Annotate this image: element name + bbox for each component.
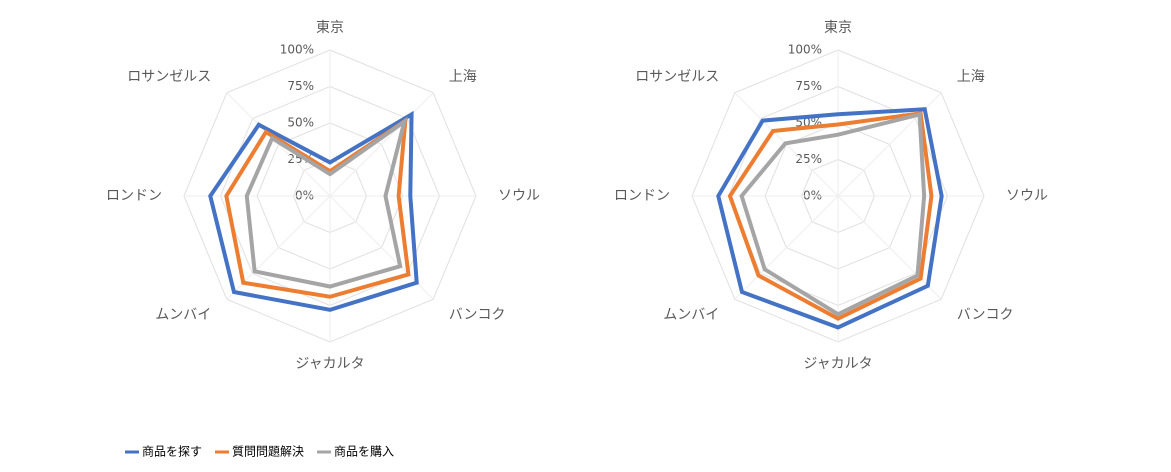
category-label: ロンドン xyxy=(614,188,670,204)
category-label: ムンバイ xyxy=(663,307,719,323)
spoke xyxy=(329,92,434,197)
series-line xyxy=(727,111,934,321)
tick-label: 50% xyxy=(287,116,314,130)
series-line xyxy=(739,111,927,317)
category-label: ソウル xyxy=(498,188,540,204)
category-label: ソウル xyxy=(1006,188,1048,204)
tick-label: 100% xyxy=(280,43,314,57)
category-label: ロンドン xyxy=(106,188,162,204)
tick-label: 100% xyxy=(788,43,822,57)
series-line xyxy=(224,116,411,299)
category-label: 東京 xyxy=(824,20,852,36)
category-label: バンコク xyxy=(449,307,506,323)
legend-label: 商品を探す xyxy=(142,444,202,459)
category-label: ムンバイ xyxy=(155,307,211,323)
tick-label: 25% xyxy=(795,152,822,166)
category-label: ジャカルタ xyxy=(295,356,364,372)
series-line xyxy=(244,116,408,289)
category-label: 上海 xyxy=(449,69,477,85)
radar-chart: 0%25%50%75%100%東京上海ソウルバンコクジャカルタムンバイロンドンロ… xyxy=(106,20,540,372)
category-label: ジャカルタ xyxy=(803,356,872,372)
category-label: 東京 xyxy=(316,20,344,36)
tick-label: 75% xyxy=(795,79,822,93)
spoke xyxy=(837,195,942,300)
legend-label: 商品を購入 xyxy=(334,444,394,459)
legend-label: 質問問題解決 xyxy=(232,444,304,459)
tick-label: 75% xyxy=(287,79,314,93)
radar-chart: 0%25%50%75%100%東京上海ソウルバンコクジャカルタムンバイロンドンロ… xyxy=(614,20,1048,372)
category-label: ロサンゼルス xyxy=(127,69,211,85)
spoke xyxy=(734,195,839,300)
series-line xyxy=(208,110,419,312)
category-label: ロサンゼルス xyxy=(635,69,719,85)
series-line xyxy=(716,107,944,330)
category-label: バンコク xyxy=(957,307,1014,323)
category-label: 上海 xyxy=(957,69,985,85)
